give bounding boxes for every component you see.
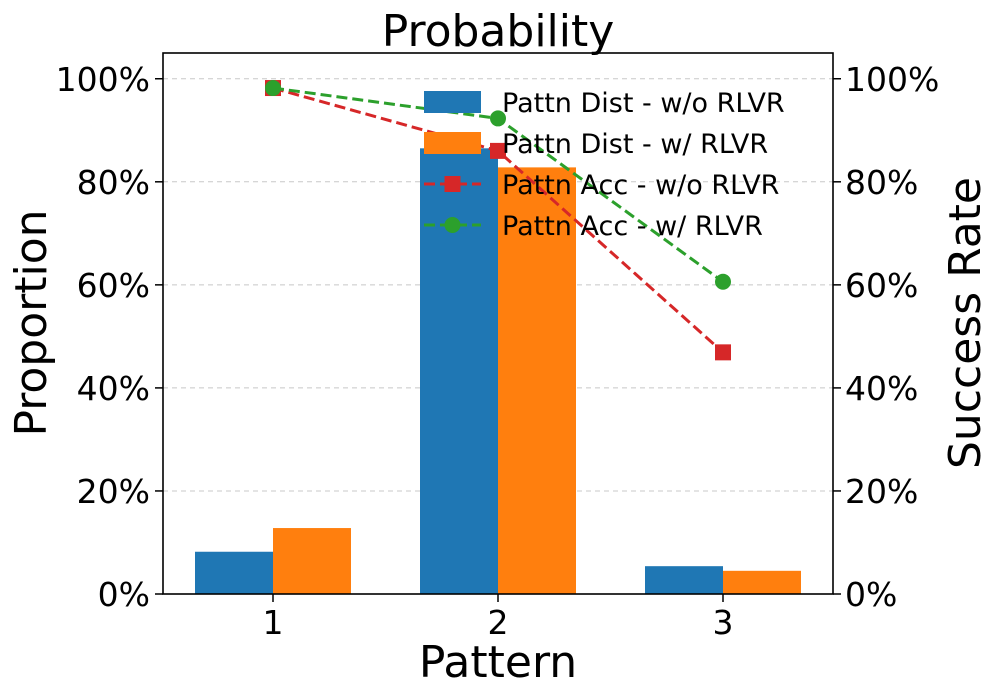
lines-layer (265, 80, 731, 361)
x-tick-label: 1 (263, 603, 284, 642)
y-tick-label-left: 0% (98, 575, 150, 614)
y-tick-label-left: 40% (77, 369, 150, 408)
axes-layer: 0% 0% 20% 20% 40% 40% 60% 60% 80% 80% 100% 100% 1 2 3 (56, 60, 940, 642)
x-tick-label: 2 (488, 603, 509, 642)
bar (420, 148, 498, 595)
y-tick-label-right: 40% (845, 369, 918, 408)
legend-swatch-bar (424, 91, 481, 113)
y-axis-label-left: Proportion (6, 209, 57, 436)
legend: Pattn Dist - w/o RLVR Pattn Dist - w/ RLV… (424, 88, 785, 242)
y-tick-label-right: 100% (845, 60, 939, 99)
bar (723, 570, 801, 594)
data-point-circle (490, 110, 506, 127)
y-tick-label-left: 100% (56, 60, 150, 99)
bar (195, 551, 273, 594)
y-tick-label-left: 60% (77, 266, 150, 305)
x-tick-label: 3 (713, 603, 734, 642)
y-tick-label-right: 60% (845, 266, 918, 305)
data-point-square (715, 344, 731, 361)
legend-marker-circle (444, 217, 461, 233)
y-tick-label-right: 0% (845, 575, 897, 614)
legend-swatch-bar (424, 132, 481, 154)
legend-label: Pattn Dist - w/o RLVR (502, 88, 785, 119)
y-axis-label-right: Success Rate (940, 177, 991, 469)
legend-label: Pattn Dist - w/ RLVR (502, 129, 768, 160)
data-point-circle (715, 273, 731, 290)
y-tick-label-left: 20% (77, 472, 150, 511)
y-tick-label-right: 80% (845, 163, 918, 202)
data-point-circle (265, 80, 281, 97)
y-tick-label-left: 80% (77, 163, 150, 202)
bar (498, 167, 576, 594)
bar (645, 566, 723, 594)
legend-label: Pattn Acc - w/o RLVR (502, 170, 779, 201)
legend-label: Pattn Acc - w/ RLVR (502, 211, 763, 242)
chart-title: Probability (382, 6, 615, 57)
bar (273, 528, 351, 594)
y-tick-label-right: 20% (845, 472, 918, 511)
legend-marker-square (444, 176, 461, 192)
x-axis-label: Pattern (419, 637, 577, 688)
data-point-square (490, 142, 506, 159)
